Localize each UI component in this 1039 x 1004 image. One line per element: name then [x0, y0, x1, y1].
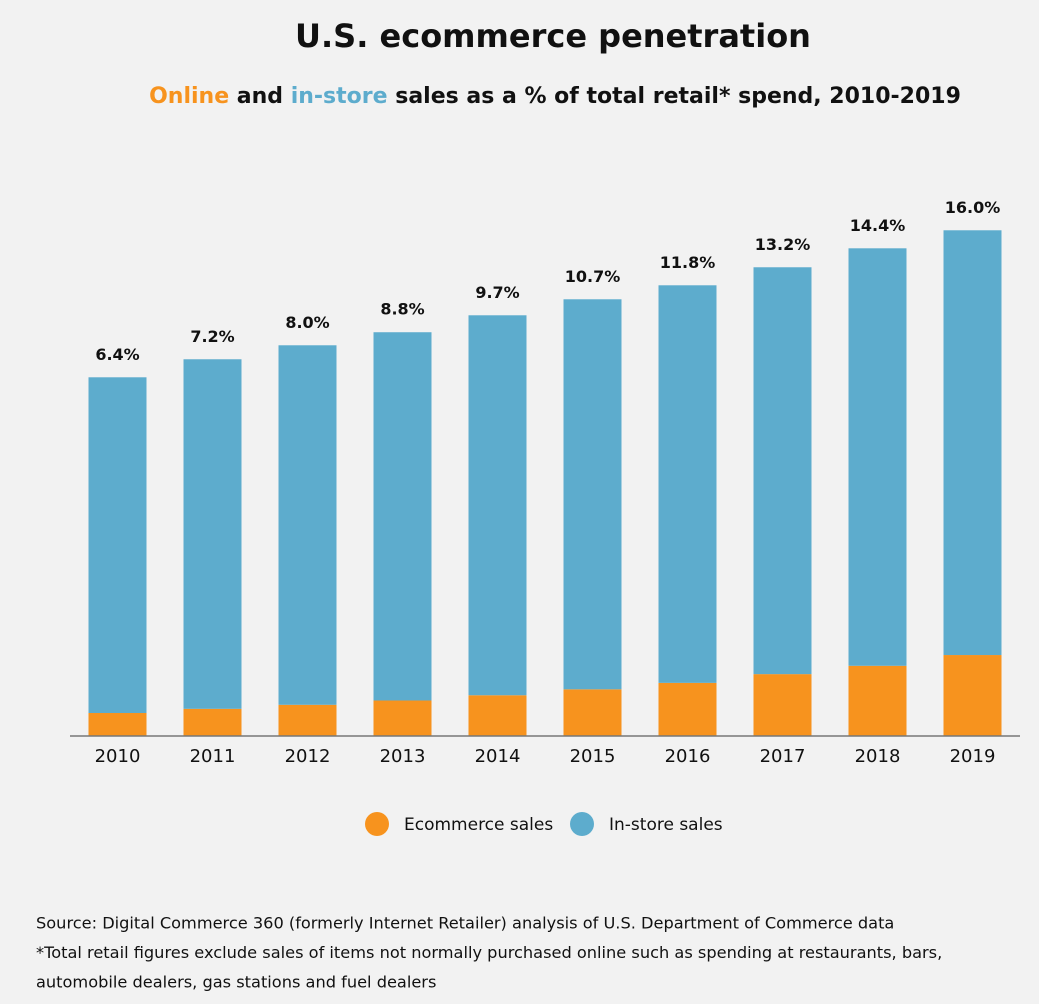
bar-segment: [278, 704, 337, 736]
subtitle-part: sales as a % of total retail* spend, 201…: [388, 84, 961, 109]
data-label: 16.0%: [945, 198, 1001, 217]
legend-marker: [365, 812, 389, 836]
x-tick-label: 2015: [570, 746, 616, 767]
x-tick-label: 2013: [380, 746, 426, 767]
footnote: automobile dealers, gas stations and fue…: [36, 973, 436, 992]
data-label: 6.4%: [95, 345, 139, 364]
bar-segment: [563, 689, 622, 736]
bar-segment: [943, 230, 1002, 656]
bar-segment: [183, 359, 242, 709]
bar-segment: [658, 682, 717, 736]
x-tick-label: 2016: [665, 746, 711, 767]
bar-segment: [468, 315, 527, 696]
x-tick-label: 2010: [95, 746, 141, 767]
subtitle-part: in-store: [291, 84, 388, 109]
bar-segment: [373, 332, 432, 701]
bar-segment: [373, 700, 432, 736]
bar-segment: [563, 299, 622, 690]
footnote: *Total retail figures exclude sales of i…: [36, 943, 942, 962]
legend-label: Ecommerce sales: [404, 815, 553, 835]
bar-segment: [753, 674, 812, 736]
bar-segment: [943, 655, 1002, 736]
bar-segment: [658, 285, 717, 683]
bar-segment: [468, 695, 527, 736]
data-label: 14.4%: [850, 216, 906, 235]
bar-segment: [848, 665, 907, 736]
subtitle-part: and: [229, 84, 291, 109]
subtitle-part: Online: [149, 84, 229, 109]
legend-marker: [570, 812, 594, 836]
bar-segment: [848, 248, 907, 666]
bar-segment: [753, 267, 812, 675]
x-tick-label: 2017: [760, 746, 806, 767]
x-tick-label: 2019: [950, 746, 996, 767]
bar-segment: [88, 377, 147, 714]
data-label: 8.0%: [285, 313, 329, 332]
x-tick-label: 2011: [190, 746, 236, 767]
data-label: 8.8%: [380, 300, 424, 319]
bar-segment: [88, 713, 147, 736]
data-label: 7.2%: [190, 327, 234, 346]
x-tick-label: 2012: [285, 746, 331, 767]
bar-segment: [183, 708, 242, 736]
chart-title: U.S. ecommerce penetration: [295, 17, 811, 55]
x-tick-label: 2018: [855, 746, 901, 767]
footnote: Source: Digital Commerce 360 (formerly I…: [36, 914, 894, 933]
legend-label: In-store sales: [609, 815, 723, 835]
data-label: 11.8%: [660, 253, 716, 272]
data-label: 13.2%: [755, 235, 811, 254]
bar-segment: [278, 345, 337, 705]
data-label: 9.7%: [475, 283, 519, 302]
data-label: 10.7%: [565, 267, 621, 286]
chart-subtitle: Online and in-store sales as a % of tota…: [149, 84, 961, 109]
x-tick-label: 2014: [475, 746, 521, 767]
